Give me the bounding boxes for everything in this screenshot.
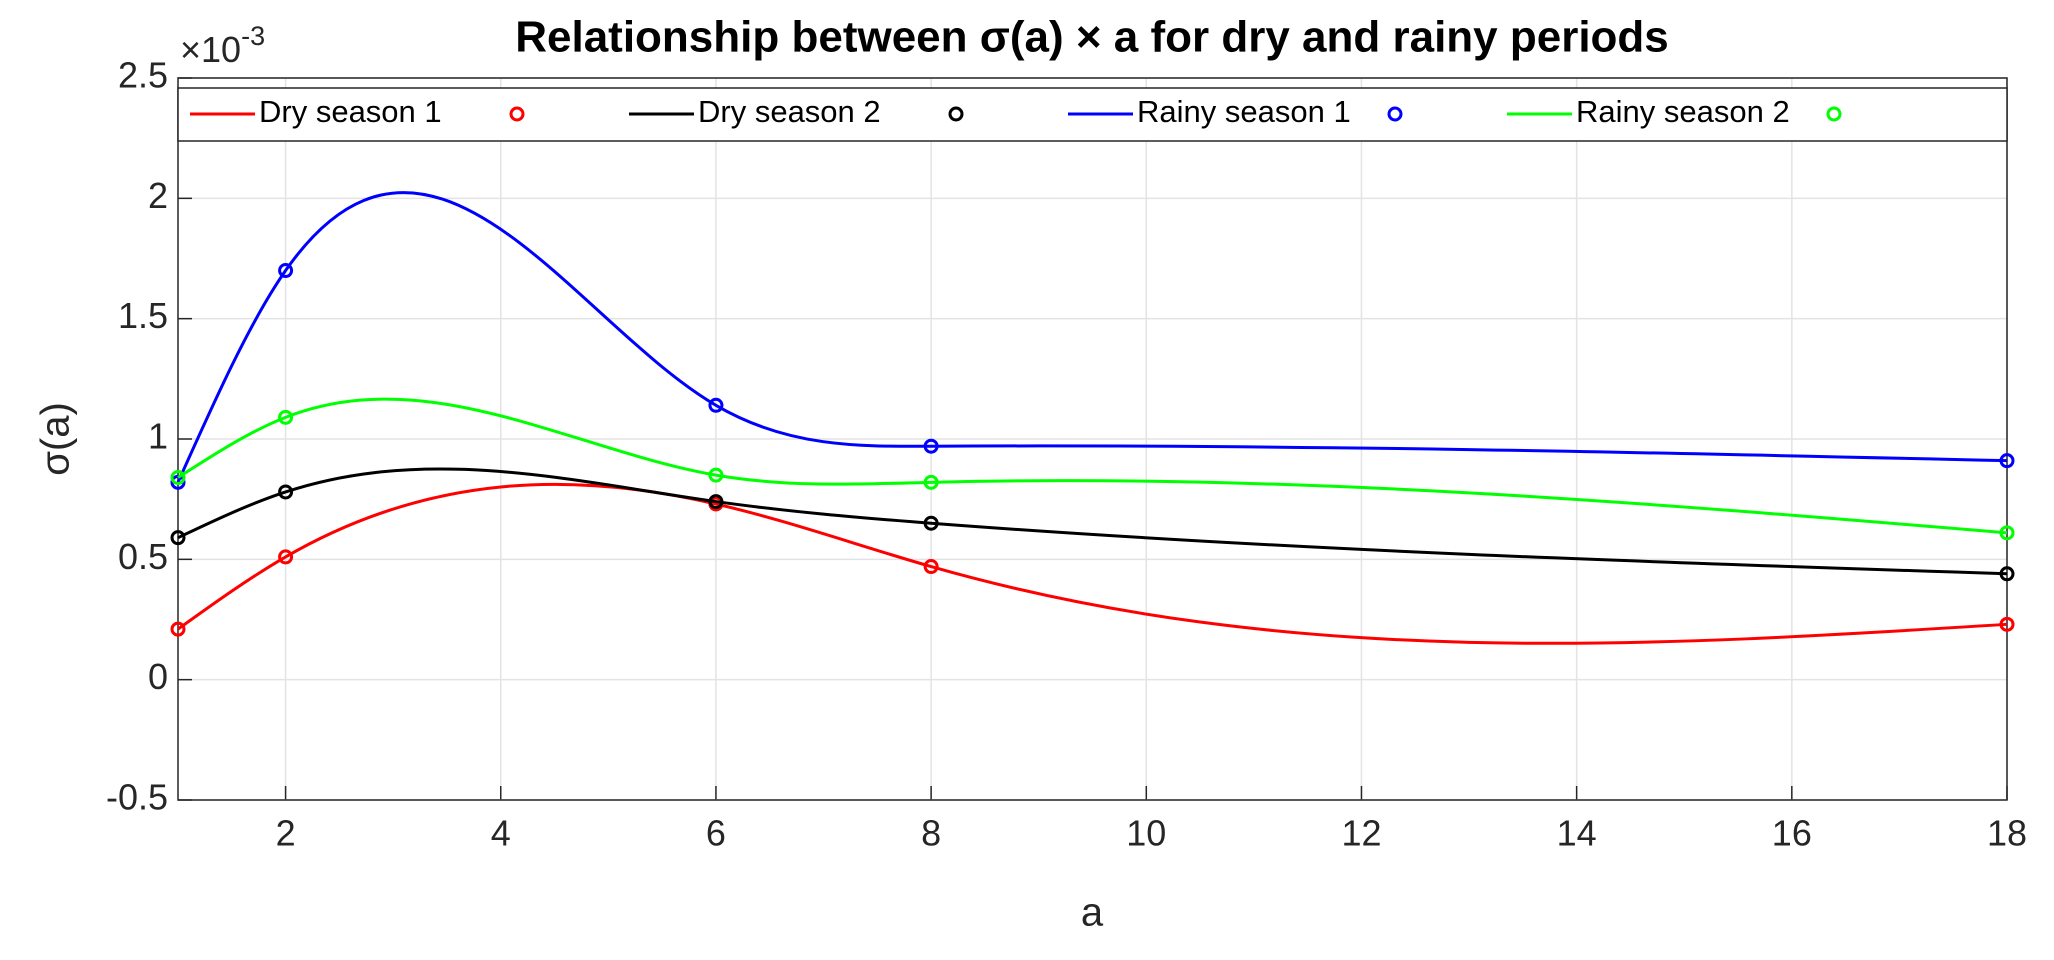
y-multiplier-base: ×10: [180, 29, 241, 70]
x-tick-label: 4: [491, 813, 511, 854]
chart-title: Relationship between σ(a) × a for dry an…: [515, 13, 1669, 62]
y-axis-label: σ(a): [34, 402, 78, 476]
y-tick-label: 1: [148, 416, 168, 457]
y-tick-label: 0: [148, 656, 168, 697]
series-line: [177, 467, 2008, 576]
legend-marker: [509, 106, 525, 122]
data-point: [708, 467, 724, 483]
y-multiplier-exponent: -3: [241, 21, 265, 51]
series-line: [177, 482, 2008, 645]
y-tick-label: 0.5: [118, 536, 168, 577]
data-point: [170, 530, 186, 546]
x-tick-label: 12: [1341, 813, 1381, 854]
legend-marker: [948, 106, 964, 122]
legend-label: Dry season 2: [698, 94, 881, 129]
y-multiplier: ×10-3: [180, 21, 265, 69]
data-point: [1999, 566, 2015, 582]
x-tick-label: 8: [921, 813, 941, 854]
data-point: [170, 621, 186, 637]
y-tick-label: -0.5: [106, 777, 168, 818]
x-tick-label: 18: [1987, 813, 2027, 854]
plot-frame: [177, 77, 2008, 801]
x-tick-label: 10: [1126, 813, 1166, 854]
legend-label: Dry season 1: [259, 94, 442, 129]
data-point: [923, 559, 939, 575]
x-tick-label: 16: [1772, 813, 1812, 854]
x-tick-label: 14: [1557, 813, 1597, 854]
data-point: [278, 409, 294, 425]
x-tick-label: 2: [276, 813, 296, 854]
data-point: [1999, 453, 2015, 469]
data-point: [1999, 616, 2015, 632]
legend-marker: [1826, 106, 1842, 122]
data-point: [923, 438, 939, 454]
data-point: [708, 494, 724, 510]
series-line: [177, 397, 2008, 535]
legend-marker: [1387, 106, 1403, 122]
y-tick-label: 2: [148, 175, 168, 216]
legend-label: Rainy season 1: [1137, 94, 1351, 129]
data-point: [923, 474, 939, 490]
data-point: [170, 470, 186, 486]
data-point: [278, 549, 294, 565]
legend-label: Rainy season 2: [1576, 94, 1790, 129]
data-point: [278, 263, 294, 279]
y-tick-label: 2.5: [118, 55, 168, 96]
data-point: [708, 397, 724, 413]
data-point: [1999, 525, 2015, 541]
series-line: [176, 191, 2008, 483]
y-tick-label: 1.5: [118, 295, 168, 336]
data-point: [923, 515, 939, 531]
x-axis-label: a: [1081, 891, 1104, 935]
x-tick-label: 6: [706, 813, 726, 854]
data-point: [278, 484, 294, 500]
